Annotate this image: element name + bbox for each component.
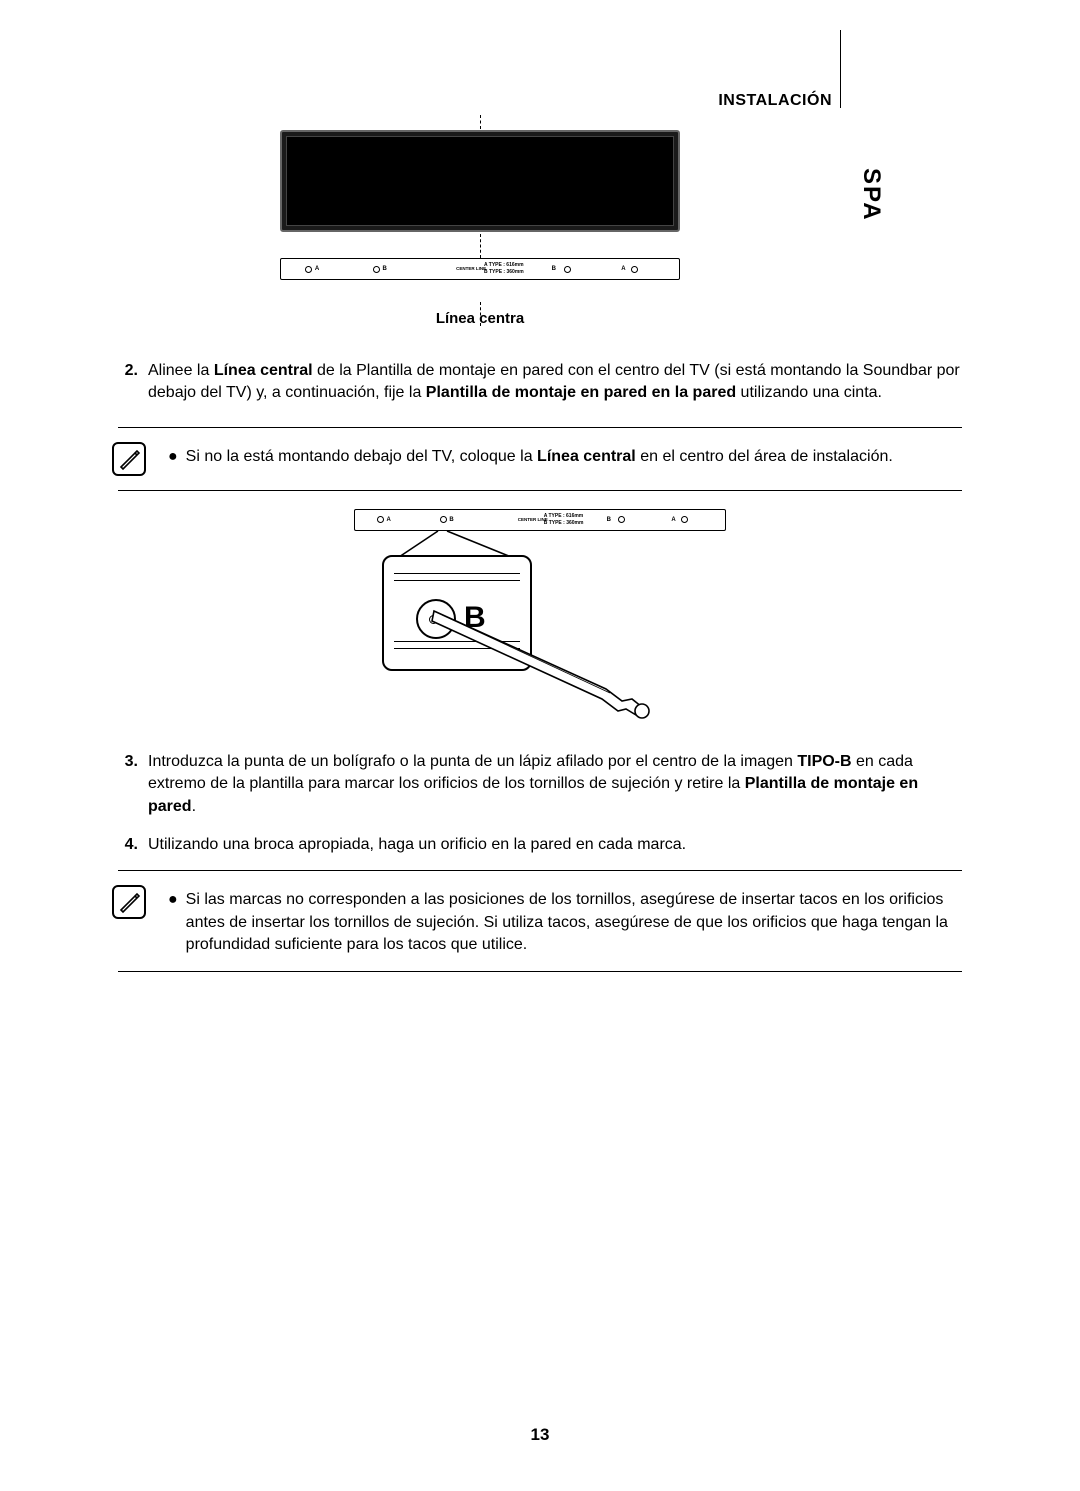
step-number: 4.	[118, 834, 138, 856]
section-title: INSTALACIÓN	[718, 90, 832, 112]
page-number: 13	[0, 1423, 1080, 1447]
figure-tv-with-template: A B CENTER LINE A TYPE : 616mm B TYPE : …	[280, 130, 680, 329]
content-area: 2. Alinee la Línea central de la Plantil…	[118, 360, 962, 972]
note-icon	[112, 442, 146, 476]
mount-template-strip: A B CENTER LINE A TYPE : 616mm B TYPE : …	[280, 258, 680, 280]
step-text: Utilizando una broca apropiada, haga un …	[148, 834, 962, 856]
center-dash-bottom	[480, 302, 481, 326]
step-4: 4. Utilizando una broca apropiada, haga …	[118, 834, 962, 856]
step-number: 3.	[118, 751, 138, 818]
step-number: 2.	[118, 360, 138, 405]
note-icon	[112, 885, 146, 919]
figure-pen-marking: A B CENTER LINE A TYPE : 616mm B TYPE : …	[118, 491, 962, 751]
step-2: 2. Alinee la Línea central de la Plantil…	[118, 360, 962, 405]
step-text: Introduzca la punta de un bolígrafo o la…	[148, 751, 962, 818]
step-text: Alinee la Línea central de la Plantilla …	[148, 360, 962, 405]
note-text: ● Si las marcas no corresponden a las po…	[168, 885, 962, 956]
tv-illustration	[280, 130, 680, 232]
header-vertical-rule	[840, 30, 841, 108]
note-1: ● Si no la está montando debajo del TV, …	[118, 427, 962, 491]
note-2: ● Si las marcas no corresponden a las po…	[118, 870, 962, 971]
language-tab: SPA	[854, 168, 888, 222]
step-3: 3. Introduzca la punta de un bolígrafo o…	[118, 751, 962, 818]
pen-icon	[426, 603, 656, 723]
note-text: ● Si no la está montando debajo del TV, …	[168, 442, 962, 468]
center-dash-top	[480, 115, 481, 129]
